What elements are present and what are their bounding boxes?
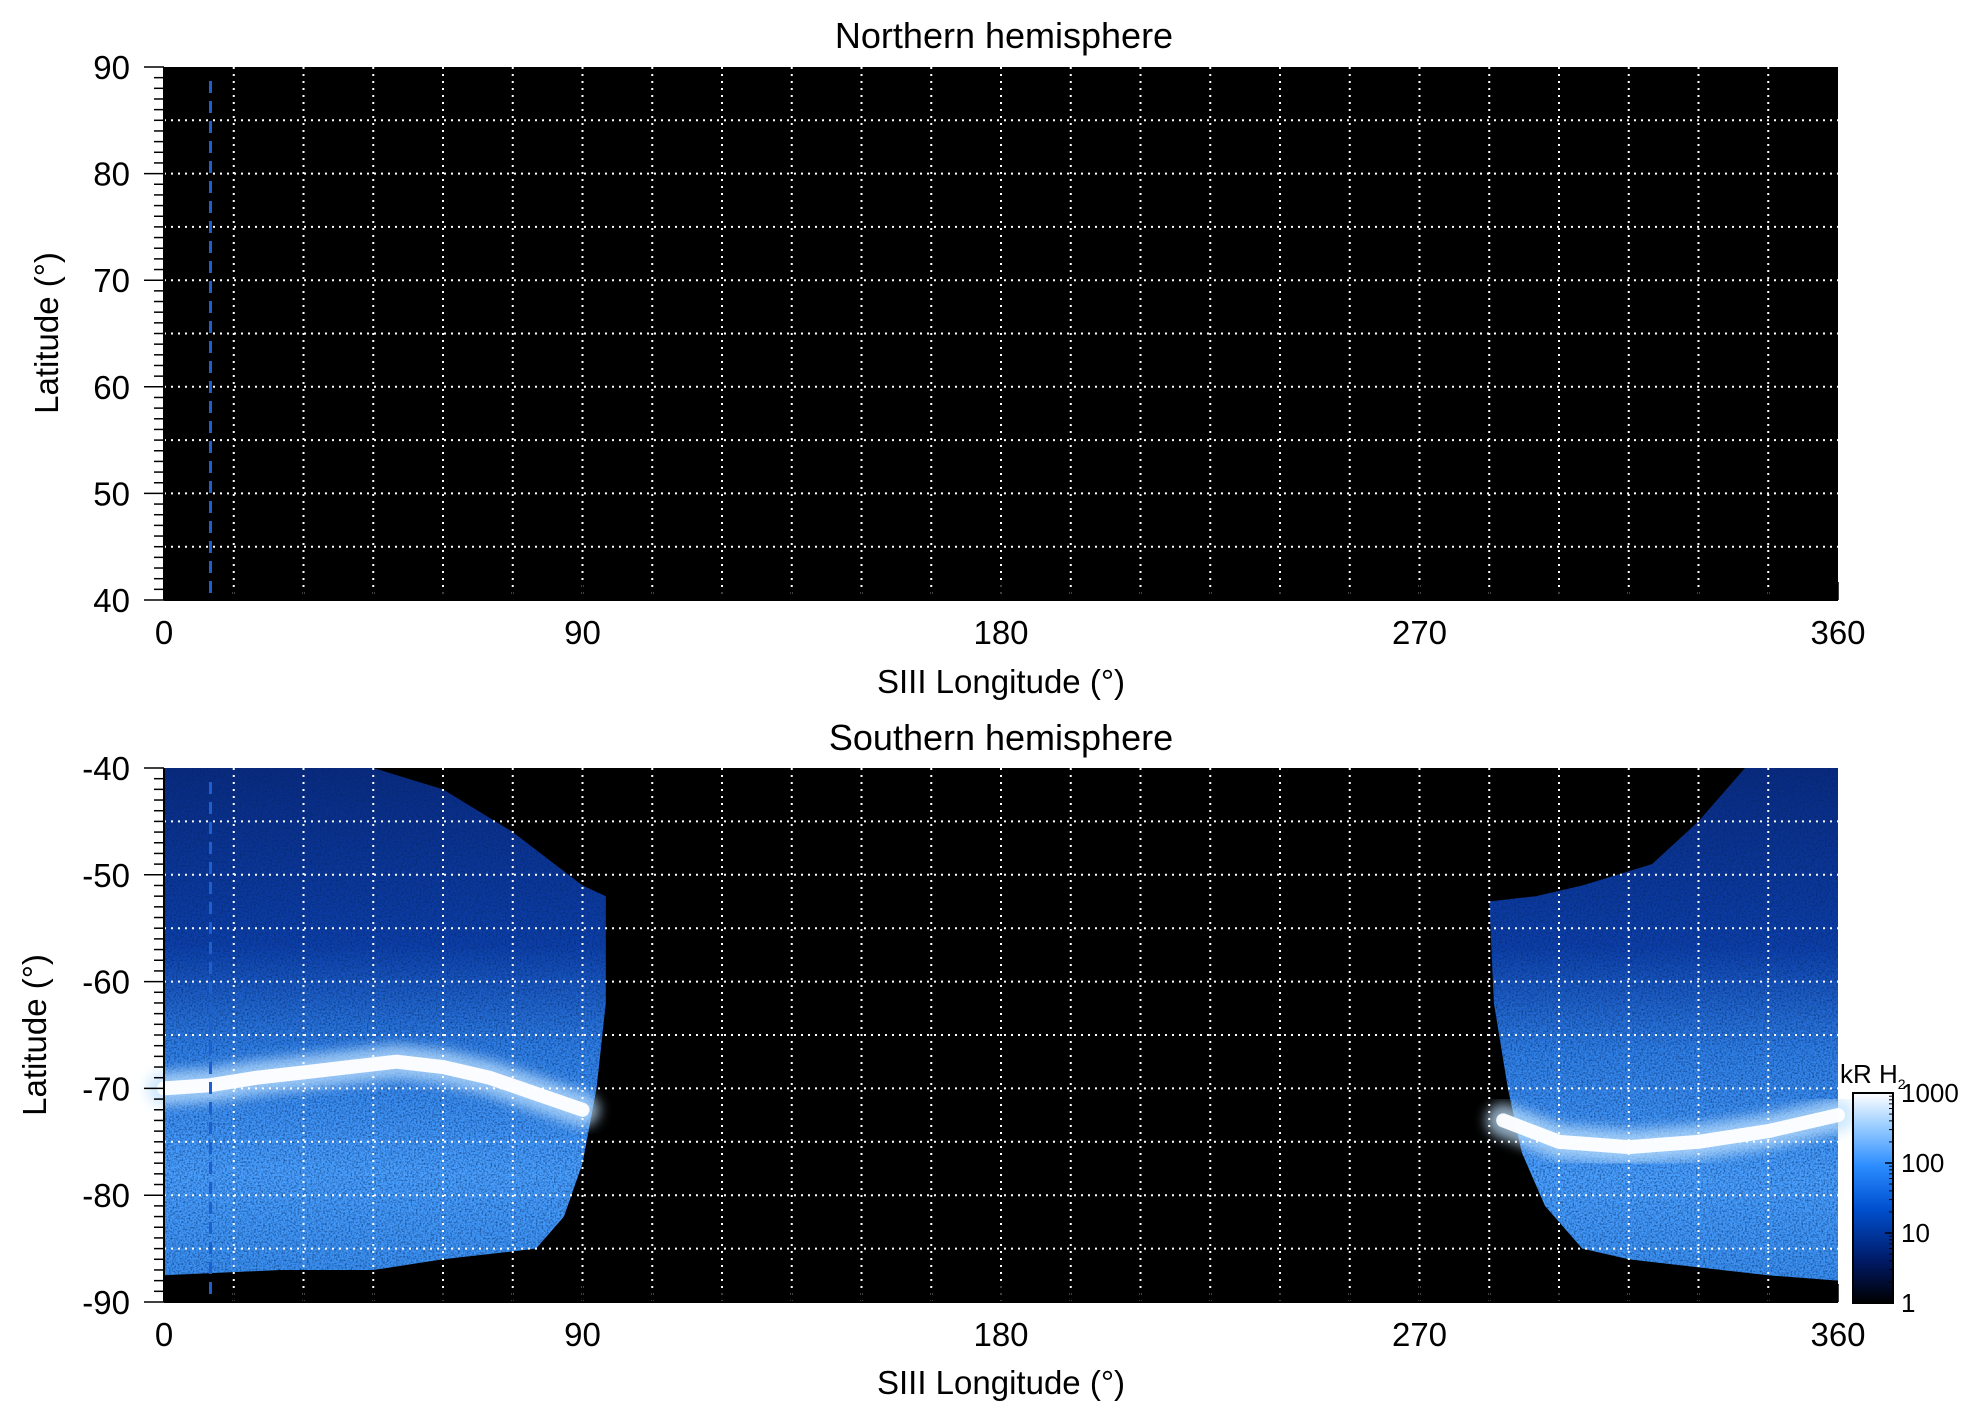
y-tick-label: -50 bbox=[82, 857, 130, 894]
x-tick-label: 90 bbox=[564, 614, 601, 651]
aurora-emission bbox=[147, 768, 1855, 1281]
y-tick-label: -40 bbox=[82, 750, 130, 787]
x-tick-label: 180 bbox=[973, 1316, 1028, 1353]
colorbar-tick-label: 1 bbox=[1901, 1288, 1915, 1318]
colorbar-tick-label: 10 bbox=[1901, 1218, 1930, 1248]
x-tick-label: 270 bbox=[1392, 1316, 1447, 1353]
colorbar-tick-label: 100 bbox=[1901, 1148, 1944, 1178]
x-tick-label: 0 bbox=[155, 1316, 173, 1353]
x-tick-label: 0 bbox=[155, 614, 173, 651]
axes: 0 90 180 270 360 -40 -50 -60 -70 -80 -90 bbox=[82, 750, 1865, 1353]
y-axis-label: Latitude (°) bbox=[28, 252, 65, 414]
y-tick-label: -80 bbox=[82, 1177, 130, 1214]
axes: 0 90 180 270 360 40 50 60 70 80 90 bbox=[93, 49, 1865, 651]
colorbar-label-text: kR H bbox=[1840, 1059, 1898, 1089]
colorbar-ticks: 1000 100 10 1 bbox=[1885, 1078, 1959, 1318]
main-oval bbox=[1496, 1108, 1845, 1155]
colorbar-gradient bbox=[1852, 1092, 1894, 1304]
x-tick-label: 180 bbox=[973, 614, 1028, 651]
y-axis-label: Latitude (°) bbox=[16, 954, 53, 1116]
x-tick-label: 360 bbox=[1810, 1316, 1865, 1353]
y-tick-label: 70 bbox=[93, 262, 130, 299]
colorbar: kR H2 1000 100 10 1 bbox=[1840, 1059, 1959, 1318]
x-axis-label: SIII Longitude (°) bbox=[877, 1364, 1125, 1401]
y-tick-label: 60 bbox=[93, 369, 130, 406]
x-axis-label: SIII Longitude (°) bbox=[877, 663, 1125, 700]
grid-lines bbox=[164, 67, 1838, 600]
x-tick-label: 360 bbox=[1810, 614, 1865, 651]
northern-hemisphere-panel: Northern hemisphere 0 90 180 270 360 40 50 60 70… bbox=[28, 15, 1866, 700]
grid-lines bbox=[164, 768, 1838, 1302]
y-tick-label: 40 bbox=[93, 582, 130, 619]
colorbar-label: kR H2 bbox=[1840, 1059, 1906, 1092]
colorbar-tick-label: 1000 bbox=[1901, 1078, 1959, 1108]
y-tick-label: -70 bbox=[82, 1070, 130, 1107]
y-tick-label: 90 bbox=[93, 49, 130, 86]
emission-texture bbox=[164, 768, 606, 1276]
y-tick-label: -90 bbox=[82, 1284, 130, 1321]
y-tick-label: 80 bbox=[93, 156, 130, 193]
colorbar-label-subscript: 2 bbox=[1898, 1076, 1906, 1092]
y-tick-label: 50 bbox=[93, 475, 130, 512]
chart-title: Southern hemisphere bbox=[829, 717, 1173, 758]
southern-hemisphere-panel: Southern hemisphere 0 90 180 270 360 -40 -50 -6… bbox=[16, 717, 1866, 1401]
main-oval bbox=[157, 1054, 590, 1117]
x-tick-label: 270 bbox=[1392, 614, 1447, 651]
chart-title: Northern hemisphere bbox=[835, 15, 1173, 56]
y-tick-label: -60 bbox=[82, 964, 130, 1001]
x-tick-label: 90 bbox=[564, 1316, 601, 1353]
